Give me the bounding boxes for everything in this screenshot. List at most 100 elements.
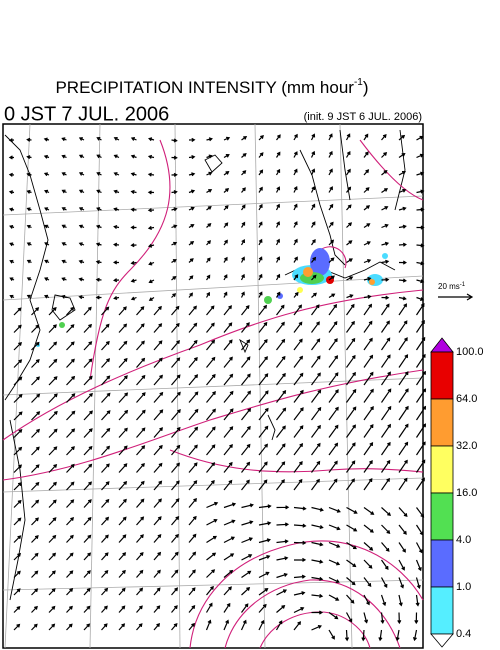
wind-vector	[66, 428, 76, 438]
wind-vector	[328, 478, 338, 491]
wind-vector	[241, 443, 251, 456]
wind-vector	[171, 480, 180, 491]
wind-vector	[188, 444, 198, 456]
wind-vector	[43, 294, 50, 299]
wind-vector	[118, 323, 128, 333]
wind-vector	[363, 388, 374, 403]
wind-vector	[188, 515, 197, 526]
wind-vector	[188, 241, 195, 246]
wind-vector	[31, 341, 40, 351]
wind-vector	[328, 355, 339, 368]
wind-vector	[328, 442, 339, 456]
wind-vector	[311, 610, 324, 615]
wind-vector	[171, 533, 179, 543]
wind-vector	[48, 341, 58, 351]
wind-vector	[223, 569, 234, 578]
wind-vector	[223, 536, 235, 544]
wind-vector	[101, 623, 108, 631]
wind-vector	[258, 603, 267, 613]
wind-vector	[241, 153, 247, 158]
wind-vector	[48, 306, 57, 316]
wind-vector	[328, 221, 334, 228]
wind-vector	[13, 376, 23, 386]
wind-vector	[171, 340, 180, 351]
wind-vector	[415, 594, 420, 607]
wind-vector	[328, 304, 338, 316]
wind-vector	[241, 537, 253, 544]
wind-vector	[153, 340, 163, 351]
wind-vector	[136, 409, 146, 421]
wind-vector	[13, 359, 23, 368]
wind-vector	[258, 619, 265, 631]
colorbar-swatch	[430, 445, 454, 494]
wind-vector	[223, 239, 228, 246]
wind-vector	[101, 463, 110, 473]
wind-vector	[381, 320, 390, 333]
wind-vector	[311, 389, 322, 403]
wind-vector	[223, 619, 230, 631]
wind-vector	[26, 242, 32, 246]
wind-vector	[363, 478, 373, 491]
wind-vector	[78, 137, 85, 141]
wind-vector	[311, 355, 321, 368]
wind-vector	[328, 406, 339, 421]
wind-vector	[328, 239, 335, 246]
wind-vector	[206, 569, 216, 578]
wind-vector	[293, 425, 304, 438]
wind-vector	[66, 446, 75, 456]
wind-vector	[223, 205, 229, 211]
wind-vector	[398, 459, 408, 473]
title: PRECIPITATION INTENSITY (mm hour-1)	[55, 77, 368, 98]
wind-vector	[171, 551, 179, 561]
wind-vector	[8, 155, 15, 160]
wind-vector	[363, 542, 374, 551]
wind-vector	[416, 459, 426, 473]
wind-vector	[188, 339, 198, 351]
wind-vector	[101, 375, 111, 386]
wind-vector	[363, 371, 374, 386]
wind-vector	[171, 138, 178, 143]
wind-vector	[258, 373, 269, 386]
wind-vector	[113, 242, 120, 247]
wind-vector	[48, 393, 58, 403]
wind-vector	[363, 507, 375, 515]
wind-vector	[276, 556, 289, 561]
wind-vector	[206, 552, 217, 561]
wind-vector	[136, 374, 146, 386]
wind-vector	[276, 304, 285, 316]
wind-vector	[153, 623, 161, 631]
wind-vector	[381, 405, 392, 421]
colorbar-label: 0.4	[456, 628, 471, 640]
wind-vector	[258, 304, 267, 316]
colorbar-label: 64.0	[456, 393, 477, 405]
wind-vector	[346, 240, 353, 246]
colorbar-bottom	[430, 633, 454, 648]
wind-vector	[101, 323, 110, 333]
wind-vector	[346, 524, 358, 532]
wind-vector	[311, 274, 317, 281]
wind-vector	[398, 542, 406, 553]
wind-vector	[31, 535, 39, 543]
wind-vector	[66, 587, 74, 596]
wind-vector	[31, 307, 40, 316]
wind-vector	[205, 602, 213, 613]
wind-vector	[83, 410, 93, 421]
wind-vector	[310, 150, 316, 158]
wind-vector	[136, 551, 144, 561]
wind-vector	[258, 571, 270, 579]
wind-vector	[328, 338, 338, 351]
wind-vector	[398, 320, 408, 333]
wind-scale-text: 20 ms	[438, 282, 460, 291]
wind-vector	[26, 259, 32, 264]
wind-vector	[378, 629, 383, 642]
wind-vector	[9, 277, 15, 282]
wind-vector	[311, 321, 320, 333]
wind-vector	[171, 605, 178, 613]
wind-vector	[398, 152, 406, 158]
wind-vector	[416, 388, 427, 403]
wind-vector	[276, 505, 290, 510]
wind-vector	[113, 189, 120, 194]
wind-vector	[130, 172, 137, 177]
wind-vector	[8, 190, 15, 195]
